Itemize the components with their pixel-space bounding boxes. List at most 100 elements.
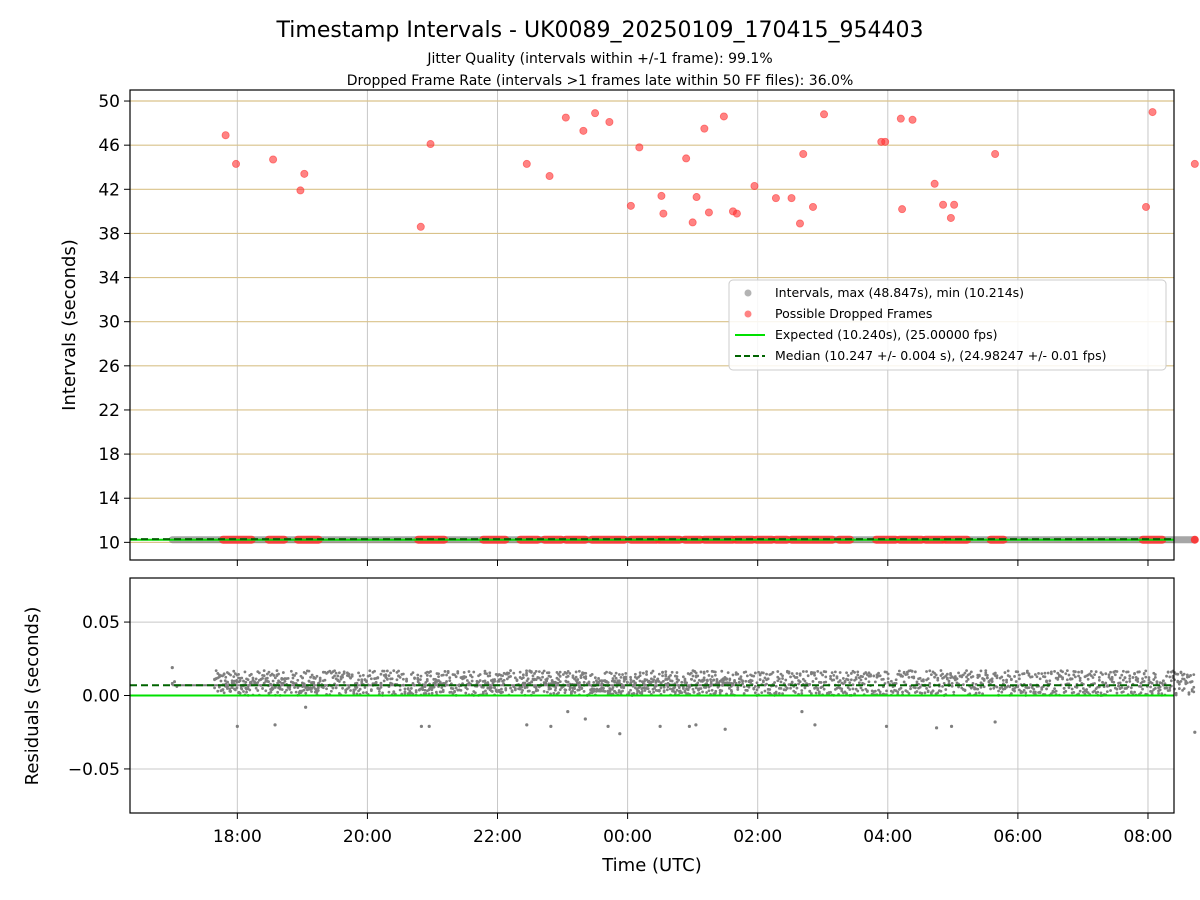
residual-point (342, 680, 346, 684)
residual-point (753, 691, 757, 695)
residual-point (1053, 687, 1056, 691)
residual-point (1073, 675, 1077, 679)
residual-point (1097, 675, 1101, 679)
residual-point (634, 681, 637, 685)
residual-point (634, 686, 637, 690)
residual-point (736, 686, 740, 689)
residual-point (237, 680, 241, 684)
residual-point (894, 678, 898, 682)
top-dropped-frame-point (296, 186, 305, 195)
residual-point (1153, 686, 1157, 690)
residual-point (502, 678, 506, 682)
bottom-x-tick-label: 02:00 (733, 827, 782, 847)
residual-point (1008, 675, 1012, 678)
residual-point (709, 678, 712, 681)
residual-point (617, 681, 621, 685)
residual-point (500, 687, 503, 691)
residual-point (707, 689, 711, 693)
residual-point (368, 669, 372, 673)
residual-point (965, 675, 968, 679)
residual-point (745, 674, 749, 678)
residual-point (1158, 688, 1162, 692)
residual-point (233, 687, 236, 691)
residual-point (437, 672, 440, 676)
residual-point (344, 691, 348, 694)
residual-point (500, 690, 503, 694)
residual-point (377, 690, 381, 693)
residual-point (1121, 669, 1125, 673)
residual-point (307, 669, 311, 673)
residual-point (505, 677, 509, 681)
residual-point (661, 671, 664, 674)
residual-point (726, 671, 730, 675)
residual-point (1136, 680, 1140, 683)
residual-point (814, 691, 818, 695)
residual-point (766, 677, 770, 681)
residual-point (411, 671, 415, 675)
residual-point (365, 691, 368, 694)
residual-point (1049, 670, 1053, 674)
residual-point (485, 672, 488, 676)
residual-point (929, 692, 933, 695)
residual-point (384, 673, 388, 677)
residual-point (710, 675, 714, 678)
residual-point (1078, 679, 1082, 682)
residual-point (1150, 690, 1154, 693)
residual-point (557, 691, 560, 695)
residual-point (718, 679, 722, 683)
residual-point (488, 674, 492, 678)
residual-point (1086, 677, 1090, 681)
top-dropped-frame-point (657, 191, 666, 200)
residual-point (1192, 690, 1196, 694)
residual-point (925, 687, 928, 690)
residual-point (281, 671, 285, 674)
residual-point (353, 687, 357, 691)
residual-point (777, 692, 781, 695)
bottom-y-tick-label: 0.05 (82, 613, 120, 633)
residual-point (459, 688, 463, 692)
residual-point (886, 672, 890, 676)
residual-point (597, 688, 601, 692)
residual-point (316, 686, 320, 690)
residual-point (821, 673, 824, 677)
residual-point (532, 678, 536, 682)
residual-point (613, 689, 616, 693)
residual-point (379, 681, 383, 685)
residual-point (1139, 685, 1143, 688)
residual-point (774, 690, 778, 694)
residual-point (1176, 672, 1180, 676)
residual-point (537, 676, 541, 680)
residual-point (741, 680, 744, 684)
residual-point (629, 675, 632, 679)
residual-point (730, 682, 734, 685)
residual-point (1187, 691, 1191, 695)
residual-point (643, 689, 647, 692)
residual-point (445, 673, 448, 677)
residual-point (406, 687, 410, 691)
residual-point (1165, 686, 1168, 690)
residual-point (694, 671, 698, 675)
residual-point (405, 679, 408, 683)
residual-point (267, 670, 271, 674)
residual-point (1053, 669, 1056, 673)
residual-point (641, 671, 645, 675)
residual-point (649, 680, 653, 684)
residual-point (1072, 691, 1076, 694)
residual-point (448, 676, 452, 680)
x-axis-label: Time (UTC) (601, 855, 702, 876)
residual-point (584, 675, 588, 678)
legend: Intervals, max (48.847s), min (10.214s) … (728, 279, 1167, 371)
residual-point (564, 688, 568, 692)
residual-point (237, 672, 240, 676)
residual-point (486, 686, 490, 690)
residual-point (403, 691, 407, 695)
residual-point (1182, 687, 1186, 691)
residual-point (275, 669, 279, 672)
bottom-x-tick-label: 04:00 (863, 827, 912, 847)
residual-point (728, 686, 731, 690)
residual-point (397, 669, 400, 673)
residual-point (578, 685, 581, 689)
residual-point (490, 690, 494, 693)
residual-point (723, 678, 727, 681)
residual-point (654, 681, 658, 684)
